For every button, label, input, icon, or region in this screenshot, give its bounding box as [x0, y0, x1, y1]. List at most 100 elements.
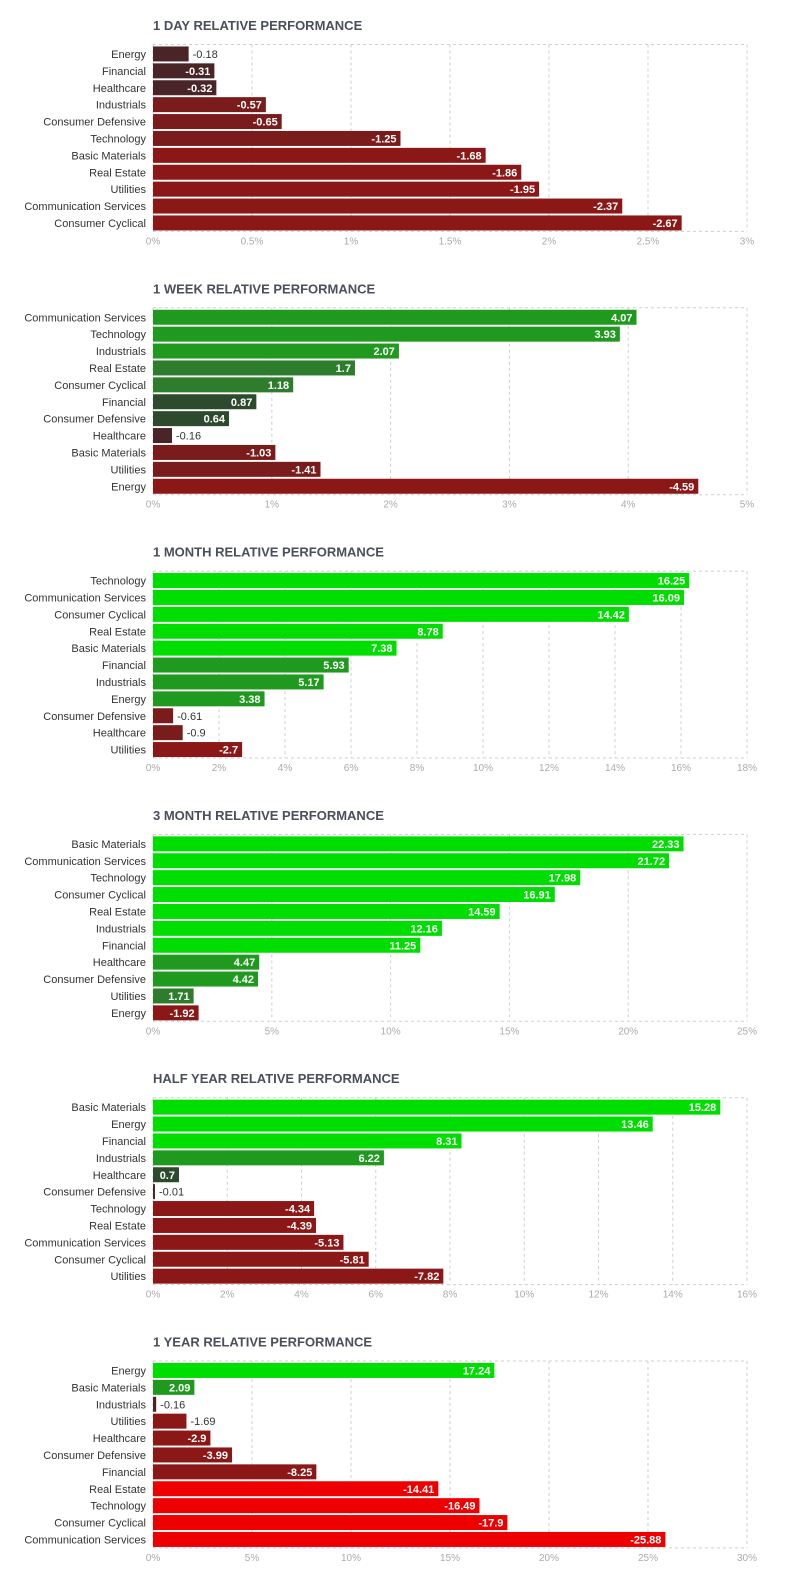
value-label-healthcare: 0.7 — [160, 1170, 175, 1182]
bar-technology[interactable] — [153, 1498, 480, 1514]
x-tick-label: 0% — [146, 1290, 161, 1301]
bar-energy[interactable] — [153, 1116, 653, 1132]
value-label-consumer-cyclical: -17.9 — [478, 1518, 503, 1530]
bar-consumer-defensive[interactable] — [153, 708, 174, 724]
x-tick-label: 0% — [146, 1026, 161, 1037]
bar-basic-materials[interactable] — [153, 1099, 721, 1115]
bar-healthcare[interactable] — [153, 428, 173, 444]
chart-1: 1 DAY RELATIVE PERFORMANCE 0% 0.5% 1% 1.5% 2%… — [24, 18, 754, 247]
bar-technology[interactable] — [153, 573, 690, 589]
x-tick-label: 18% — [737, 763, 757, 774]
bar-financial[interactable] — [153, 657, 349, 673]
category-label-basic-materials: Basic Materials — [71, 1382, 146, 1394]
category-label-industrials: Industrials — [96, 100, 147, 112]
x-tick-label: 2% — [383, 500, 398, 511]
bar-real-estate[interactable] — [153, 623, 443, 639]
bar-energy[interactable] — [153, 1362, 495, 1378]
bar-consumer-cyclical[interactable] — [153, 1515, 508, 1531]
bar-basic-materials[interactable] — [153, 444, 276, 460]
category-label-consumer-cyclical: Consumer Cyclical — [54, 380, 146, 392]
bar-technology[interactable] — [153, 870, 581, 886]
bar-consumer-defensive[interactable] — [153, 1184, 155, 1200]
x-tick-label: 8% — [443, 1290, 458, 1301]
category-label-financial: Financial — [102, 1467, 146, 1479]
value-label-technology: -1.25 — [371, 133, 396, 145]
bar-financial[interactable] — [153, 937, 421, 953]
bar-industrials[interactable] — [153, 1396, 157, 1412]
bar-industrials[interactable] — [153, 920, 442, 936]
x-tick-label: 0% — [146, 236, 161, 247]
bar-consumer-defensive[interactable] — [153, 971, 259, 987]
bar-industrials[interactable] — [153, 343, 399, 359]
value-label-financial: 8.31 — [436, 1136, 457, 1148]
bar-consumer-cyclical[interactable] — [153, 215, 682, 231]
bar-technology[interactable] — [153, 130, 401, 146]
bar-financial[interactable] — [153, 1133, 462, 1149]
bar-energy[interactable] — [153, 46, 189, 62]
bar-energy[interactable] — [153, 1005, 199, 1021]
bar-real-estate[interactable] — [153, 360, 355, 376]
bar-utilities[interactable] — [153, 181, 540, 197]
bar-basic-materials[interactable] — [153, 1379, 195, 1395]
x-tick-label: 2% — [212, 763, 227, 774]
bar-energy[interactable] — [153, 691, 265, 707]
bar-basic-materials[interactable] — [153, 836, 684, 852]
bar-real-estate[interactable] — [153, 1217, 316, 1233]
bar-industrials[interactable] — [153, 674, 324, 690]
bar-consumer-defensive[interactable] — [153, 411, 230, 427]
bar-consumer-defensive[interactable] — [153, 1447, 233, 1463]
bar-consumer-defensive[interactable] — [153, 114, 282, 130]
x-tick-label: 5% — [740, 500, 755, 511]
bar-industrials[interactable] — [153, 97, 266, 113]
bar-utilities[interactable] — [153, 1413, 187, 1429]
bar-basic-materials[interactable] — [153, 640, 397, 656]
value-label-communication-services: -2.37 — [593, 201, 618, 213]
bar-real-estate[interactable] — [153, 1481, 439, 1497]
value-label-communication-services: -5.13 — [314, 1237, 339, 1249]
bar-basic-materials[interactable] — [153, 147, 486, 163]
category-label-real-estate: Real Estate — [89, 626, 146, 638]
bar-real-estate[interactable] — [153, 903, 500, 919]
value-label-industrials: 12.16 — [410, 923, 438, 935]
bar-healthcare[interactable] — [153, 725, 183, 741]
x-tick-label: 14% — [663, 1290, 683, 1301]
bar-consumer-cyclical[interactable] — [153, 887, 555, 903]
bar-financial[interactable] — [153, 1464, 317, 1480]
value-label-real-estate: 8.78 — [417, 626, 438, 638]
bar-healthcare[interactable] — [153, 80, 217, 96]
bar-utilities[interactable] — [153, 1268, 444, 1284]
bar-utilities[interactable] — [153, 461, 321, 477]
bar-utilities[interactable] — [153, 742, 243, 758]
bar-utilities[interactable] — [153, 988, 194, 1004]
chart-title: 1 YEAR RELATIVE PERFORMANCE — [153, 1335, 372, 1350]
bar-healthcare[interactable] — [153, 1167, 179, 1183]
bar-energy[interactable] — [153, 478, 699, 494]
bar-real-estate[interactable] — [153, 164, 522, 180]
bar-communication-services[interactable] — [153, 589, 684, 605]
bar-communication-services[interactable] — [153, 1234, 344, 1250]
bar-technology[interactable] — [153, 326, 620, 342]
bar-consumer-cyclical[interactable] — [153, 377, 294, 393]
bar-communication-services[interactable] — [153, 198, 623, 214]
bar-financial[interactable] — [153, 63, 215, 79]
bar-communication-services[interactable] — [153, 853, 670, 869]
value-label-utilities: -1.69 — [190, 1416, 215, 1428]
bar-healthcare[interactable] — [153, 1430, 211, 1446]
category-label-technology: Technology — [90, 1501, 146, 1513]
category-label-industrials: Industrials — [96, 923, 147, 935]
category-label-consumer-cyclical: Consumer Cyclical — [54, 609, 146, 621]
value-label-consumer-defensive: 4.42 — [233, 974, 254, 986]
category-label-financial: Financial — [102, 660, 146, 672]
bar-consumer-cyclical[interactable] — [153, 606, 629, 622]
bar-communication-services[interactable] — [153, 309, 637, 325]
bar-financial[interactable] — [153, 394, 257, 410]
bar-consumer-cyclical[interactable] — [153, 1251, 369, 1267]
bar-communication-services[interactable] — [153, 1531, 666, 1547]
x-tick-label: 15% — [440, 1553, 460, 1564]
bar-technology[interactable] — [153, 1201, 315, 1217]
bar-industrials[interactable] — [153, 1150, 384, 1166]
category-label-consumer-cyclical: Consumer Cyclical — [54, 1254, 146, 1266]
category-label-consumer-defensive: Consumer Defensive — [43, 974, 146, 986]
value-label-financial: 5.93 — [323, 660, 344, 672]
bar-healthcare[interactable] — [153, 954, 260, 970]
